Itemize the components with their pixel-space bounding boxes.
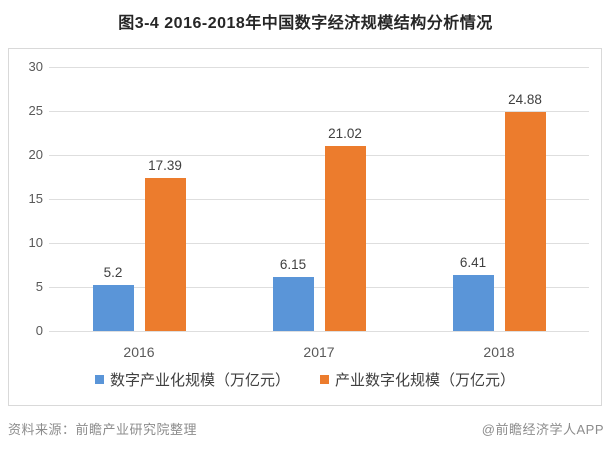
y-axis-tick-15: 15 — [28, 191, 43, 206]
y-axis-tick-30: 30 — [28, 59, 43, 74]
bar-2016-series1 — [92, 285, 134, 331]
x-axis-label-2017: 2017 — [303, 344, 335, 360]
bar-2017-series1 — [272, 276, 314, 331]
value-label-2017-series2: 21.02 — [328, 126, 362, 142]
x-axis-label-2016: 2016 — [123, 344, 155, 360]
gridline-5 — [49, 287, 589, 288]
legend-item-series2: 产业数字化规模（万亿元） — [320, 369, 515, 390]
legend-marker-series1-icon — [94, 375, 104, 384]
y-axis-tick-0: 0 — [35, 323, 43, 338]
legend-item-series1: 数字产业化规模（万亿元） — [94, 369, 290, 390]
value-label-2016-series2: 17.39 — [148, 157, 182, 173]
value-label-2016-series1: 5.2 — [103, 265, 123, 281]
legend-marker-series2-icon — [320, 375, 329, 384]
y-axis-tick-20: 20 — [28, 147, 43, 162]
chart-title: 图3-4 2016-2018年中国数字经济规模结构分析情况 — [118, 15, 493, 32]
y-axis-tick-5: 5 — [35, 279, 43, 294]
credit-text: @前瞻经济学人APP — [481, 422, 604, 437]
legend-label-series1: 数字产业化规模（万亿元） — [109, 372, 290, 389]
chart-frame: 数字产业化规模（万亿元） 产业数字化规模（万亿元） 0 5 10 15 20 25 30 5.2… — [8, 48, 602, 406]
x-axis-label-2018: 2018 — [483, 344, 515, 360]
bar-2018-series2 — [504, 112, 546, 331]
y-axis-tick-25: 25 — [28, 103, 43, 118]
gridline-15 — [49, 199, 589, 200]
bar-2016-series2 — [144, 177, 186, 331]
bar-2018-series1 — [452, 274, 494, 331]
gridline-0 — [49, 331, 589, 332]
gridline-10 — [49, 243, 589, 244]
legend-label-series2: 产业数字化规模（万亿元） — [335, 372, 516, 389]
value-label-2018-series2: 24.88 — [508, 92, 542, 108]
legend: 数字产业化规模（万亿元） 产业数字化规模（万亿元） — [9, 369, 601, 390]
y-axis-tick-10: 10 — [28, 235, 43, 250]
bar-2017-series2 — [324, 146, 366, 331]
value-label-2018-series1: 6.41 — [459, 254, 487, 270]
gridline-30 — [49, 67, 589, 68]
source-text: 资料来源：前瞻产业研究院整理 — [8, 422, 198, 437]
gridline-20 — [49, 155, 589, 156]
value-label-2017-series1: 6.15 — [279, 256, 307, 272]
gridline-25 — [49, 111, 589, 112]
